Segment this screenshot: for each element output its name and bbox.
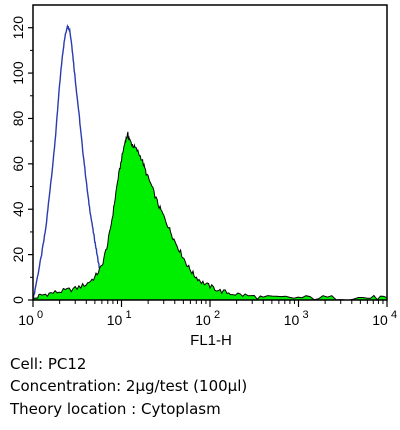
y-tick-label: 60	[10, 156, 26, 172]
y-tick-label: 100	[10, 61, 26, 85]
series-outline	[32, 23, 115, 301]
y-tick-label: 120	[10, 16, 26, 40]
caption-concentration: Concentration: 2μg/test (100μl)	[10, 377, 248, 395]
caption-cell: Cell: PC12	[10, 355, 87, 373]
x-tick-exponent: 1	[126, 309, 132, 321]
y-axis: 0 20 40 60 80 100 120	[10, 16, 33, 304]
x-tick-label: 10	[372, 312, 388, 328]
x-tick-label: 10	[107, 312, 123, 328]
plot-frame	[32, 4, 388, 301]
x-axis: 10 0 10 1 10 2 10 3 10 4	[18, 300, 397, 328]
x-axis-title: FL1-H	[190, 332, 232, 345]
x-tick-exponent: 2	[214, 309, 220, 321]
series-fill-area	[33, 131, 387, 300]
y-tick-label: 20	[10, 247, 26, 263]
caption-theory-location: Theory location : Cytoplasm	[10, 400, 221, 418]
y-tick-label: 80	[10, 110, 26, 126]
x-tick-exponent: 4	[391, 309, 397, 321]
series-layer	[32, 23, 388, 301]
series-fill-outline	[32, 131, 388, 301]
x-tick-exponent: 0	[37, 309, 43, 321]
x-tick-label: 10	[284, 312, 300, 328]
y-tick-label: 0	[10, 296, 26, 304]
y-tick-label: 40	[10, 201, 26, 217]
x-tick-label: 10	[195, 312, 211, 328]
x-tick-exponent: 3	[303, 309, 309, 321]
x-tick-label: 10	[18, 312, 34, 328]
